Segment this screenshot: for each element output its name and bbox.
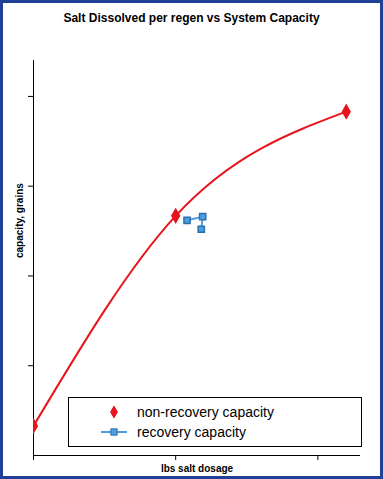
svg-text:capacity, grains: capacity, grains bbox=[14, 183, 25, 258]
html-text:non-recovery capacity: non-recovery capacity bbox=[137, 404, 274, 420]
svg-text:lbs salt dosage: lbs salt dosage bbox=[161, 463, 234, 474]
html-text:recovery capacity: recovery capacity bbox=[137, 424, 246, 440]
html-text:Salt Dissolved per regen vs Sy: Salt Dissolved per regen vs System Capac… bbox=[63, 11, 320, 25]
